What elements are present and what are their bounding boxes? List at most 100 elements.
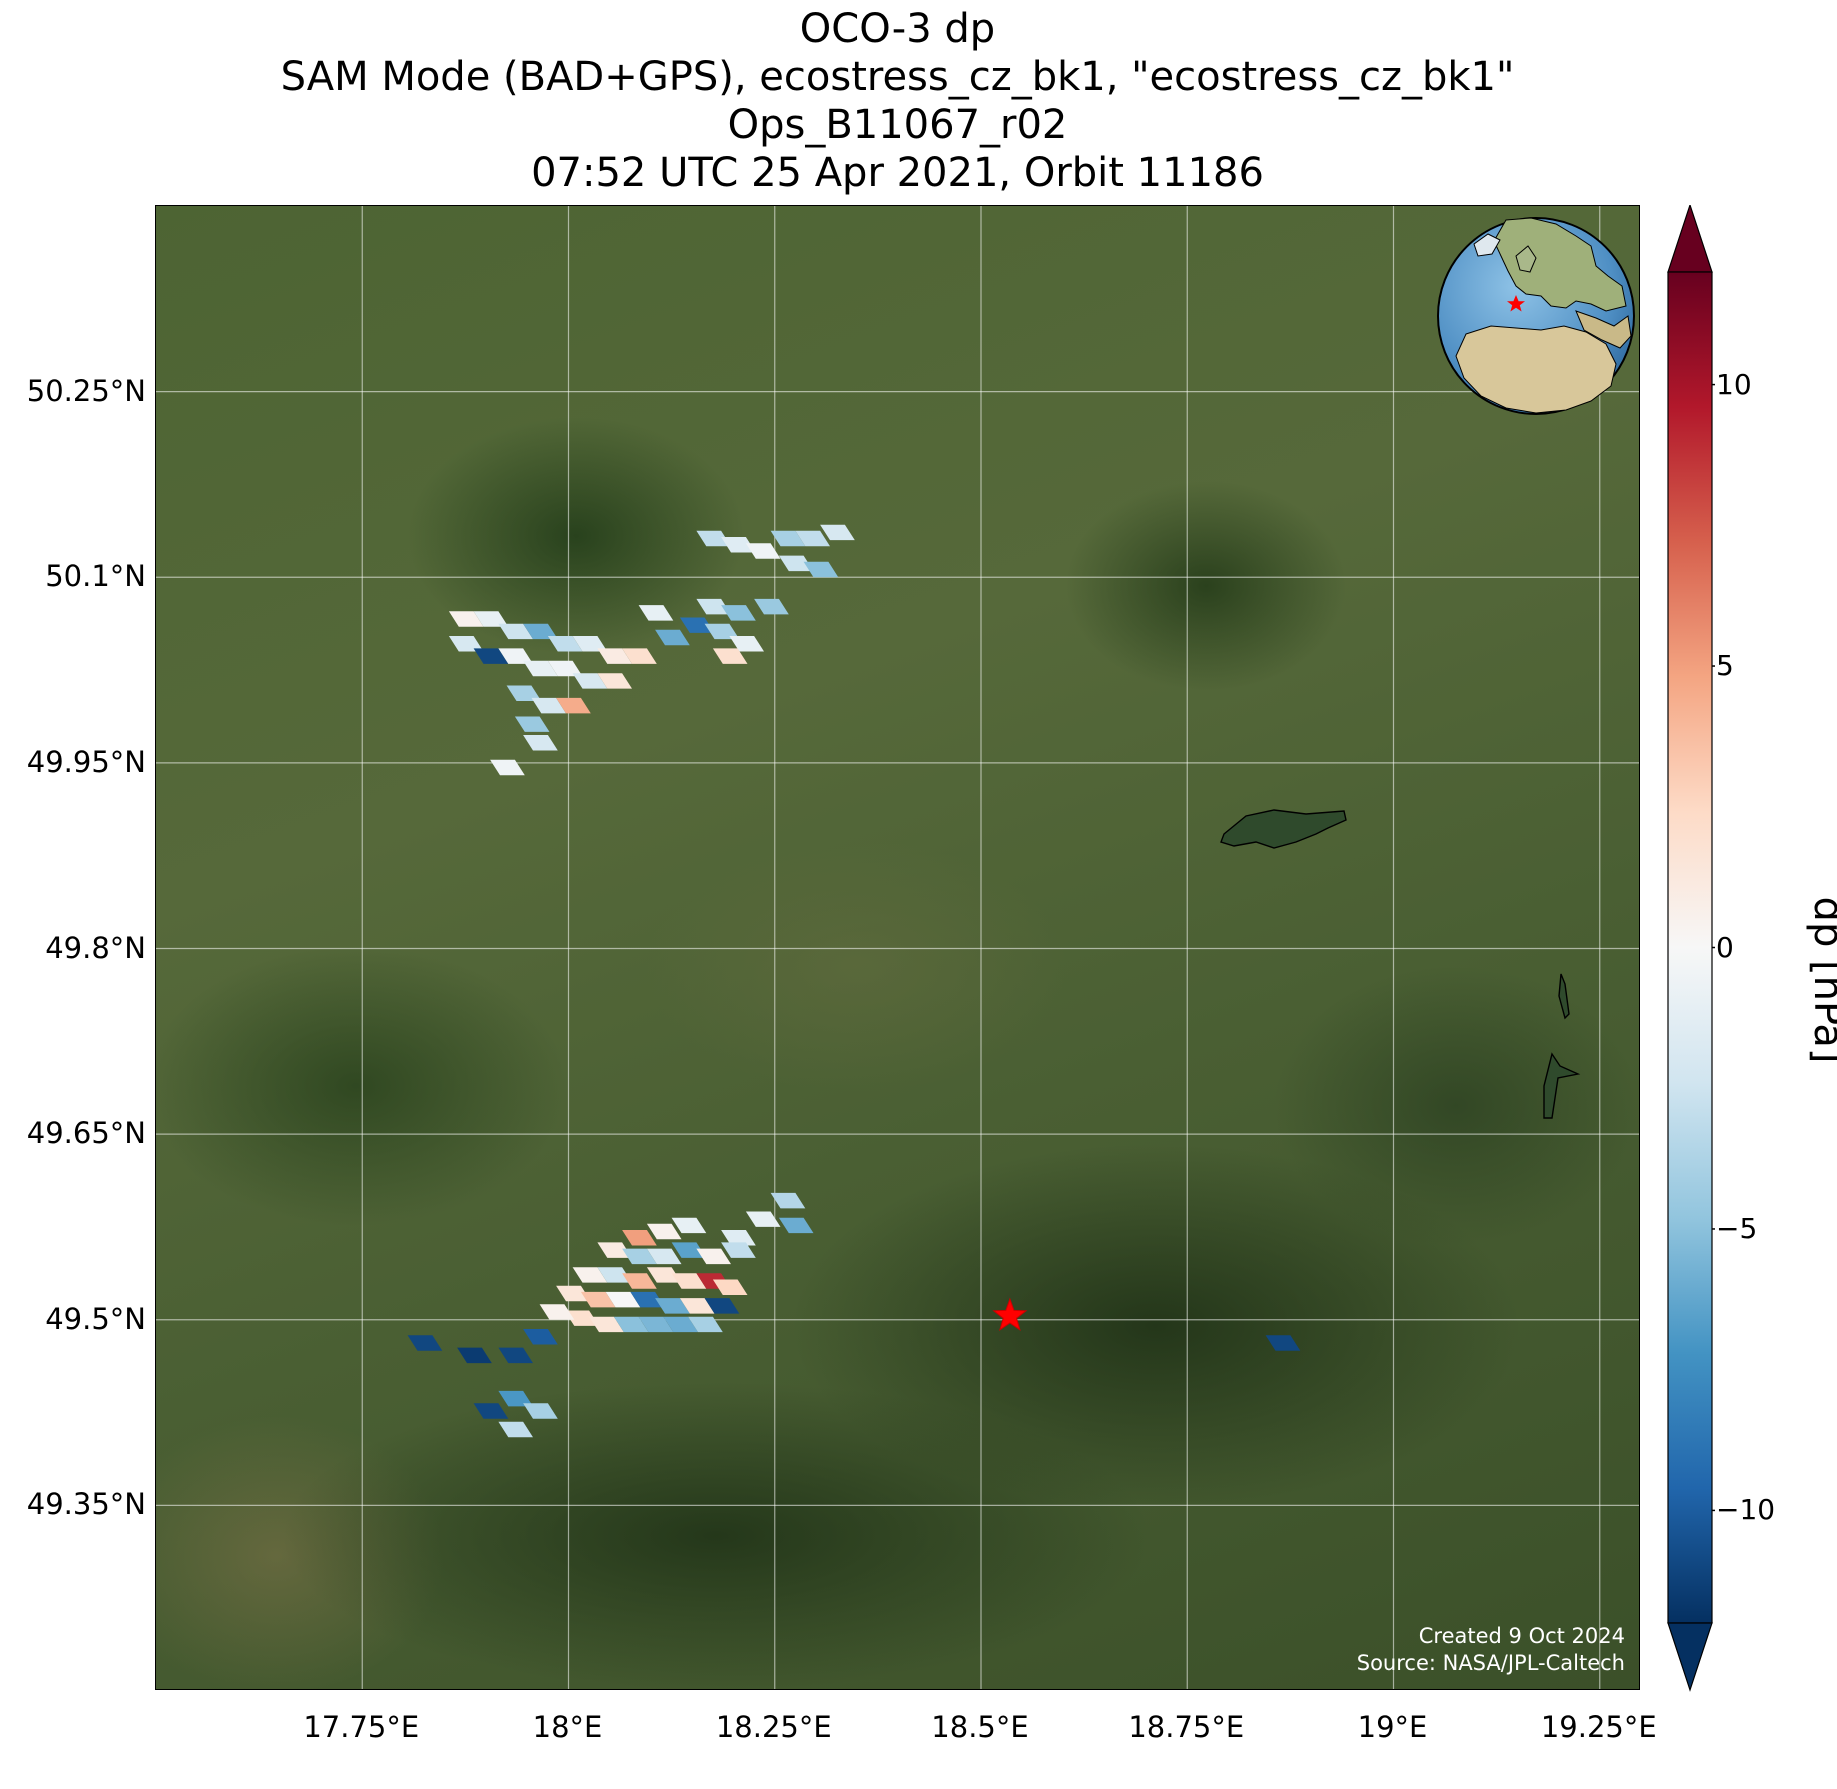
globe-land: [1473, 233, 1501, 257]
sounding-footprint: [531, 697, 566, 714]
colorbar-tick-label: 0: [1716, 930, 1734, 964]
sounding-footprint: [564, 1310, 599, 1326]
globe-land: [1575, 310, 1632, 349]
globe-star-marker: [1507, 295, 1525, 312]
x-tick-label: 17.75°E: [303, 1710, 420, 1744]
sounding-footprint: [622, 1273, 657, 1289]
sounding-footprint: [597, 648, 632, 664]
sounding-footprint: [498, 648, 533, 664]
sounding-footprint: [622, 1230, 657, 1246]
sounding-footprint: [655, 1298, 690, 1314]
map-panel[interactable]: Created 9 Oct 2024 Source: NASA/JPL-Calt…: [155, 205, 1640, 1690]
globe-land: [1455, 325, 1617, 414]
lake-outline: [1543, 1052, 1581, 1119]
y-tick-label: 50.25°N: [26, 373, 146, 408]
sounding-footprint: [745, 543, 781, 559]
sounding-footprint: [1265, 1335, 1301, 1351]
x-tick-label: 18.25°E: [715, 1710, 832, 1744]
colorbar-extend-max: [1667, 205, 1713, 273]
sounding-footprint: [498, 1421, 533, 1438]
sounding-footprint: [589, 1316, 624, 1333]
x-tick-label: 19°E: [1357, 1710, 1428, 1744]
sounding-footprint: [754, 598, 789, 615]
sounding-footprint: [646, 1223, 682, 1240]
sounding-footprint: [572, 636, 608, 652]
sounding-footprint: [638, 1316, 674, 1333]
sounding-footprint: [523, 735, 558, 751]
globe-land: [1493, 217, 1627, 312]
sounding-footprint: [407, 1335, 443, 1351]
sounding-footprint: [622, 1248, 657, 1265]
sounding-footprint: [712, 1279, 748, 1295]
sounding-footprint: [580, 1291, 616, 1308]
sounding-footprint: [778, 1217, 814, 1234]
sounding-footprint: [556, 697, 591, 714]
x-tick-label: 18°E: [532, 1710, 603, 1744]
sounding-footprint: [506, 685, 542, 701]
sounding-footprint: [539, 1304, 575, 1320]
credits: Created 9 Oct 2024 Source: NASA/JPL-Calt…: [1357, 1623, 1625, 1677]
sounding-footprint: [473, 1403, 509, 1419]
sounding-footprint: [679, 1298, 715, 1314]
sounding-footprint: [597, 673, 632, 689]
sounding-footprint: [778, 555, 814, 572]
sounding-footprint: [770, 530, 806, 547]
sounding-footprint: [704, 1298, 740, 1314]
sounding-footprint: [597, 1242, 632, 1258]
sounding-footprint: [721, 1242, 756, 1258]
colorbar-tick-marks: [1712, 383, 1715, 1512]
sounding-footprint: [605, 1291, 641, 1308]
sounding-footprint: [597, 1267, 632, 1283]
colorbar-extend-min: [1667, 1622, 1713, 1692]
sounding-footprint: [514, 716, 550, 732]
sounding-footprint: [655, 629, 690, 646]
sounding-footprint: [473, 611, 509, 627]
title-line-1: OCO-3 dp: [799, 6, 996, 52]
lake-outline: [1220, 809, 1347, 849]
globe-land: [1515, 245, 1537, 273]
sounding-footprint: [646, 1248, 682, 1265]
y-tick-label: 49.5°N: [45, 1301, 146, 1336]
x-tick-label: 18.5°E: [931, 1710, 1029, 1744]
sounding-footprint: [671, 1273, 707, 1289]
sounding-footprint: [613, 1316, 649, 1333]
sounding-footprint: [704, 623, 740, 640]
sounding-footprint: [457, 1347, 492, 1364]
sounding-footprint: [498, 1390, 533, 1407]
colorbar-tick-label: 5: [1716, 649, 1734, 683]
lake-outlines: [1220, 809, 1581, 1119]
sounding-footprint: [795, 530, 830, 547]
x-tick-label: 19.25°E: [1540, 1710, 1657, 1744]
sounding-footprint: [498, 1347, 533, 1364]
sounding-footprint: [679, 617, 715, 633]
sounding-footprint: [671, 1242, 707, 1258]
target-star-marker: [992, 1297, 1028, 1331]
y-tick-label: 50.1°N: [45, 559, 146, 594]
map-canvas: [156, 206, 1639, 1689]
gridlines: [156, 206, 1639, 1689]
sounding-footprint: [448, 636, 484, 652]
sounding-footprint: [696, 530, 731, 547]
sounding-footprint: [523, 660, 558, 677]
sounding-footprint: [721, 537, 756, 553]
y-tick-label: 49.35°N: [26, 1487, 146, 1522]
sounding-footprint: [523, 1403, 558, 1419]
title-line-4: 07:52 UTC 25 Apr 2021, Orbit 11186: [531, 150, 1264, 196]
sounding-footprint: [770, 1192, 806, 1209]
colorbar-body: [1667, 271, 1713, 1624]
title-line-3: Ops_B11067_r02: [727, 102, 1068, 148]
sounding-footprint: [448, 611, 484, 627]
sounding-footprint: [630, 1291, 665, 1308]
inset-globe: [1437, 217, 1635, 415]
colorbar-tick-label: −10: [1716, 1493, 1776, 1527]
sounding-footprint: [745, 1211, 781, 1227]
sounding-footprint: [547, 636, 583, 652]
sounding-footprint: [523, 1329, 558, 1345]
sounding-footprint: [803, 561, 839, 578]
sounding-footprint: [490, 759, 525, 776]
y-tick-label: 49.65°N: [26, 1116, 146, 1151]
sounding-footprint: [663, 1316, 698, 1333]
sounding-footprint: [696, 598, 731, 615]
sounding-footprint: [547, 660, 583, 677]
sounding-footprint: [572, 673, 608, 689]
